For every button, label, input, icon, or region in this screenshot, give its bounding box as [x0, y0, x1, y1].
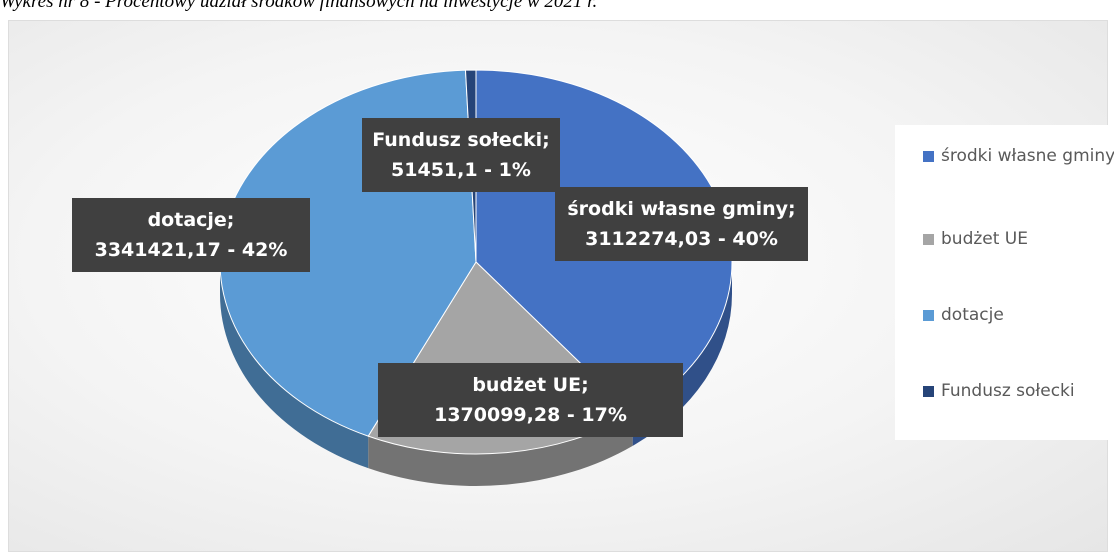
- legend-swatch: [923, 386, 934, 397]
- data-label: środki własne gminy; 3112274,03 - 40%: [555, 187, 808, 261]
- legend: środki własne gminy budżet UE dotacje Fundu…: [895, 125, 1114, 440]
- legend-label: środki własne gminy: [941, 146, 1114, 166]
- legend-swatch: [923, 310, 934, 321]
- legend-item: Fundusz sołecki: [923, 378, 1114, 404]
- data-label: dotacje; 3341421,17 - 42%: [72, 198, 310, 272]
- legend-item: budżet UE: [923, 226, 1114, 252]
- legend-label: Fundusz sołecki: [941, 381, 1075, 401]
- legend-item: środki własne gminy: [923, 143, 1114, 169]
- data-label: Fundusz sołecki; 51451,1 - 1%: [362, 118, 560, 192]
- legend-swatch: [923, 151, 934, 162]
- legend-label: budżet UE: [941, 229, 1028, 249]
- legend-item: dotacje: [923, 302, 1114, 328]
- slice-side: [368, 413, 633, 486]
- legend-swatch: [923, 234, 934, 245]
- slice-side: [220, 262, 369, 469]
- chart-title: Wykres nr 8 - Procentowy udział środków …: [0, 0, 598, 12]
- legend-label: dotacje: [941, 305, 1004, 325]
- data-label: budżet UE; 1370099,28 - 17%: [378, 363, 683, 437]
